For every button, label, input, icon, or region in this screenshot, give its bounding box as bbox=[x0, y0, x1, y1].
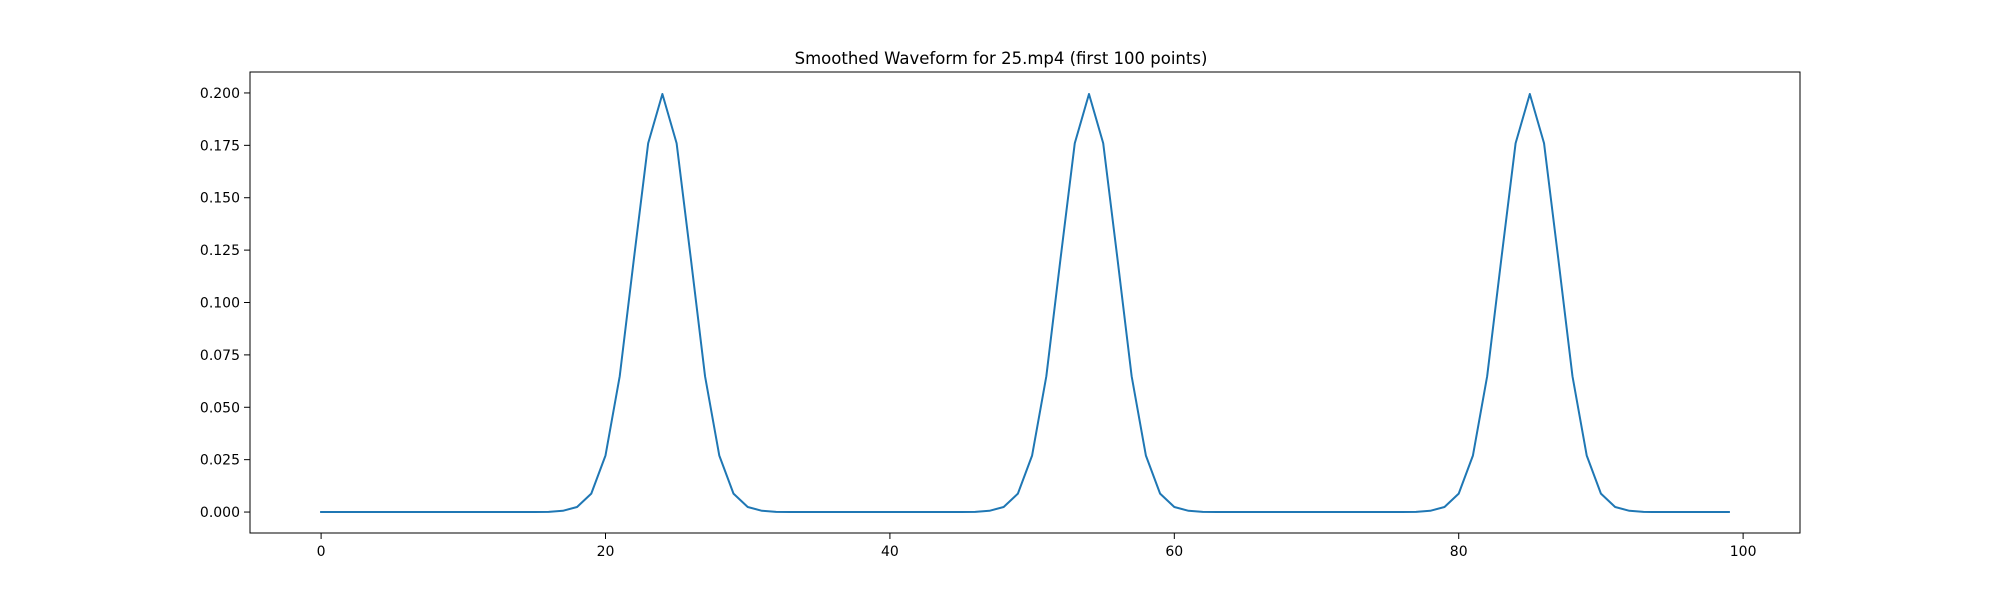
y-tick-label-7: 0.175 bbox=[200, 138, 240, 154]
x-tick-label-3: 60 bbox=[1165, 544, 1183, 560]
chart-title: Smoothed Waveform for 25.mp4 (first 100 … bbox=[795, 49, 1208, 68]
y-tick-label-1: 0.025 bbox=[200, 453, 240, 469]
y-tick-label-5: 0.125 bbox=[200, 243, 240, 259]
x-tick-label-1: 20 bbox=[597, 544, 615, 560]
x-tick-label-5: 100 bbox=[1730, 544, 1757, 560]
x-tick-label-2: 40 bbox=[881, 544, 899, 560]
series-line-0 bbox=[320, 93, 1730, 514]
y-tick-label-2: 0.050 bbox=[200, 400, 240, 416]
x-tick-label-4: 80 bbox=[1450, 544, 1468, 560]
y-tick-label-4: 0.100 bbox=[200, 296, 240, 312]
y-tick-label-3: 0.075 bbox=[200, 348, 240, 364]
y-tick-label-8: 0.200 bbox=[200, 86, 240, 102]
y-tick-label-0: 0.000 bbox=[200, 505, 240, 521]
axes-frame bbox=[249, 71, 1801, 534]
x-tick-label-0: 0 bbox=[317, 544, 326, 560]
y-tick-label-6: 0.150 bbox=[200, 191, 240, 207]
plot-area: 0 20 40 60 80 100 0.000 0.025 0.050 0.075 0.100 0.1… bbox=[200, 71, 1801, 560]
